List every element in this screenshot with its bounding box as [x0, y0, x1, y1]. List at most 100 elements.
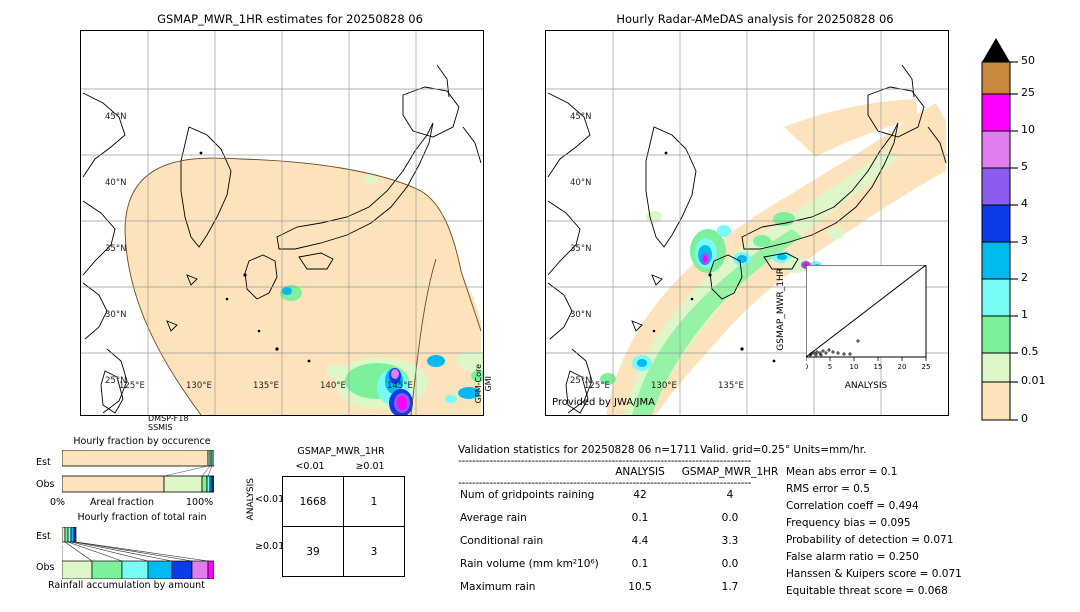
svg-text:5: 5 [828, 363, 832, 370]
occurrence-axis-center-label: Areal fraction [90, 497, 155, 508]
validation-row-label-1: Average rain [460, 512, 527, 524]
validation-divider-2: ----------------------------------------… [458, 477, 752, 489]
contingency-cell-hit: 3 [343, 526, 405, 577]
validation-row-analysis-4: 10.5 [628, 581, 652, 593]
score-probability-of-detection: Probability of detection = 0.071 [786, 534, 954, 546]
left-map-lat-tick-40n: 40°N [105, 178, 127, 188]
svg-text:25: 25 [922, 363, 931, 370]
left-map-lat-tick-45n: 45°N [105, 112, 127, 122]
validation-divider-1: ----------------------------------------… [458, 455, 752, 467]
contingency-cell-false-alarm: 1 [343, 476, 405, 527]
colorbar-label-50: 50 [1021, 54, 1035, 67]
occurrence-axis-right-label: 100% [186, 497, 214, 508]
left-map-lat-tick-25n: 25°N [105, 376, 127, 386]
left-map-lon-tick-140e: 140°E [320, 381, 346, 391]
validation-row-gsmap-0: 4 [726, 489, 734, 501]
left-map-lat-tick-30n: 30°N [105, 310, 127, 320]
total-rain-histogram-obs-label: Obs [36, 562, 55, 573]
right-map-lat-tick-45n: 45°N [570, 112, 592, 122]
scatter-xaxis-label: ANALYSIS [844, 381, 888, 391]
scatter-plot-inset: 0 5 10 15 20 25 0 5 10 15 20 25 [806, 265, 940, 370]
validation-row-analysis-2: 4.4 [631, 535, 649, 547]
contingency-col-header-lt: <0.01 [295, 461, 325, 472]
occurrence-histogram-est-label: Est [36, 457, 51, 468]
left-map-lon-tick-125e: 125°E [119, 381, 145, 391]
precipitation-colorbar: 50 25 10 5 4 3 2 1 0.5 0.01 0 [968, 30, 1068, 430]
sensor-label-ssmis: SSMIS [148, 423, 173, 432]
total-rain-histogram-title: Hourly fraction of total rain [77, 512, 207, 523]
colorbar-label-0: 0 [1021, 412, 1028, 425]
radar-amedas-map: 45°N 40°N 35°N 30°N 25°N 125°E 130°E 135… [545, 30, 949, 416]
scatter-yaxis-label: GSMAP_MWR_1HR [776, 268, 786, 351]
colorbar-label-0p5: 0.5 [1021, 345, 1039, 358]
right-map-lat-tick-25n: 25°N [570, 376, 592, 386]
left-panel-title: GSMAP_MWR_1HR estimates for 20250828 06 [157, 12, 423, 26]
contingency-title: GSMAP_MWR_1HR [297, 446, 385, 457]
validation-row-analysis-0: 42 [633, 489, 647, 501]
contingency-row-header-ge: ≥0.01 [255, 541, 285, 552]
occurrence-histogram-title: Hourly fraction by occurence [73, 436, 211, 447]
total-rain-histogram-est-label: Est [36, 531, 51, 542]
left-map-lon-tick-145e: 145°E [387, 381, 413, 391]
colorbar-label-25: 25 [1021, 86, 1035, 99]
right-map-lat-tick-35n: 35°N [570, 244, 592, 254]
occurrence-histogram-plot [62, 450, 214, 494]
validation-row-gsmap-4: 1.7 [721, 581, 739, 593]
total-rain-caption: Rainfall accumulation by amount [48, 580, 205, 591]
score-false-alarm-ratio: False alarm ratio = 0.250 [786, 551, 919, 563]
right-map-lat-tick-40n: 40°N [570, 178, 592, 188]
score-rms-error: RMS error = 0.5 [786, 483, 870, 495]
score-correlation-coeff: Correlation coeff = 0.494 [786, 500, 919, 512]
left-map-lon-tick-130e: 130°E [186, 381, 212, 391]
colorbar-label-10: 10 [1021, 123, 1035, 136]
contingency-cell-miss: 39 [282, 526, 344, 577]
provided-by-label: Provided by JWA/JMA [552, 397, 655, 408]
gsmap-estimate-map: 45°N 40°N 35°N 30°N 25°N 125°E 130°E 135… [80, 30, 484, 416]
sensor-label-gmi: GMI [484, 376, 493, 392]
colorbar-label-2: 2 [1021, 271, 1028, 284]
validation-col-header-analysis: ANALYSIS [615, 466, 665, 478]
right-map-lat-tick-30n: 30°N [570, 310, 592, 320]
occurrence-histogram-obs-label: Obs [36, 479, 55, 490]
validation-row-label-4: Maximum rain [460, 581, 536, 593]
colorbar-label-3: 3 [1021, 234, 1028, 247]
contingency-row-header-lt: <0.01 [255, 494, 285, 505]
total-rain-histogram-plot [62, 527, 214, 579]
svg-text:0: 0 [806, 363, 808, 370]
sensor-label-gpm-core: GPM-Core [474, 364, 483, 404]
colorbar-label-0p01: 0.01 [1021, 374, 1046, 387]
svg-text:20: 20 [898, 363, 907, 370]
score-hanssen-kuipers: Hanssen & Kuipers score = 0.071 [786, 568, 962, 580]
right-panel-title: Hourly Radar-AMeDAS analysis for 2025082… [616, 12, 894, 26]
table-row: 39 3 [282, 526, 405, 577]
validation-row-label-3: Rain volume (mm km²10⁶) [460, 558, 599, 570]
validation-header: Validation statistics for 20250828 06 n=… [458, 444, 867, 456]
validation-row-analysis-3: 0.1 [631, 558, 649, 570]
validation-row-gsmap-1: 0.0 [721, 512, 739, 524]
score-frequency-bias: Frequency bias = 0.095 [786, 517, 911, 529]
contingency-col-header-ge: ≥0.01 [355, 461, 385, 472]
left-map-lat-tick-35n: 35°N [105, 244, 127, 254]
score-mean-abs-error: Mean abs error = 0.1 [786, 466, 898, 478]
svg-text:10: 10 [850, 363, 859, 370]
validation-row-label-2: Conditional rain [460, 535, 544, 547]
left-map-lon-tick-135e: 135°E [253, 381, 279, 391]
validation-col-header-gsmap: GSMAP_MWR_1HR [681, 466, 779, 478]
validation-row-label-0: Num of gridpoints raining [460, 489, 595, 501]
right-map-lon-tick-135e: 135°E [718, 381, 744, 391]
validation-row-gsmap-3: 0.0 [721, 558, 739, 570]
colorbar-label-1: 1 [1021, 308, 1028, 321]
score-equitable-threat: Equitable threat score = 0.068 [786, 585, 948, 597]
validation-row-analysis-1: 0.1 [631, 512, 649, 524]
contingency-cell-hit-miss: 1668 [282, 476, 344, 527]
contingency-table: 1668 1 39 3 [282, 476, 405, 577]
colorbar-label-5: 5 [1021, 160, 1028, 173]
svg-text:15: 15 [874, 363, 883, 370]
occurrence-axis-left-label: 0% [50, 497, 66, 508]
right-map-lon-tick-125e: 125°E [584, 381, 610, 391]
table-row: 1668 1 [282, 476, 405, 527]
validation-row-gsmap-2: 3.3 [721, 535, 739, 547]
colorbar-label-4: 4 [1021, 197, 1028, 210]
right-map-lon-tick-130e: 130°E [651, 381, 677, 391]
sensor-label-dmsp: DMSP-F18 [148, 414, 189, 423]
